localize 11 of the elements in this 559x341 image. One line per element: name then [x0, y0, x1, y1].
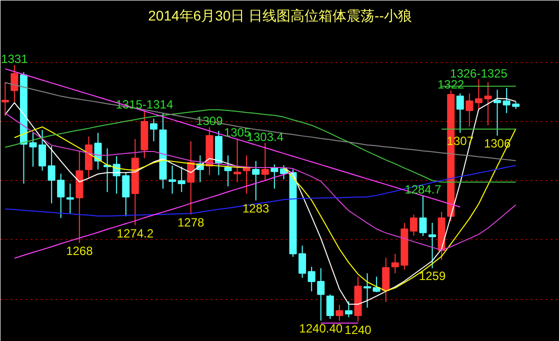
annotation: 1268: [66, 244, 94, 258]
annotation: 1283: [242, 202, 270, 216]
annotation: 1326-1325: [450, 66, 508, 80]
annotation: 1284.7: [404, 182, 442, 197]
annotation: 1278: [178, 216, 205, 230]
annotation: 1259: [418, 269, 446, 284]
annotation: 1274.2: [116, 226, 154, 240]
annotation: 1331: [1, 52, 28, 66]
chart-title: 2014年6月30日 日线图高位箱体震荡--小狼: [148, 8, 412, 24]
annotation: 1240.40: [299, 322, 343, 336]
annotation: 1240: [344, 322, 372, 337]
